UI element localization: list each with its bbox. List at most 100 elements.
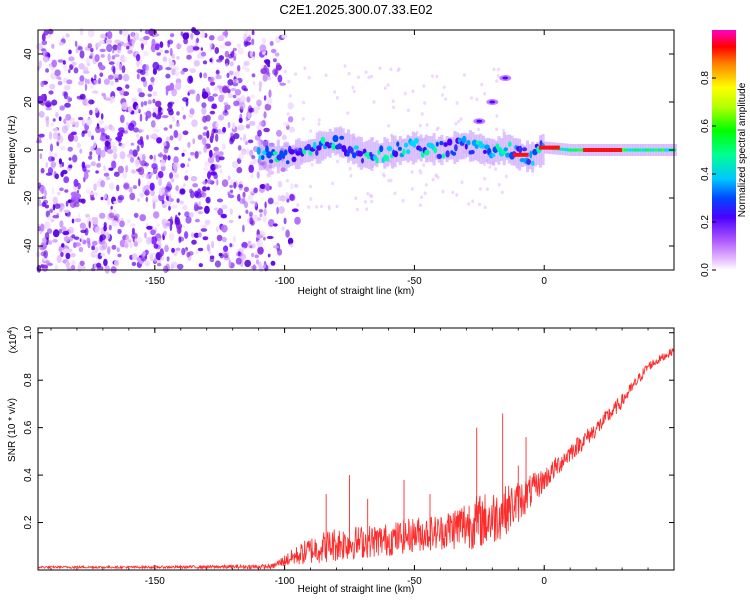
heatmap-noise-blob: [39, 185, 46, 194]
heatmap-noise-blob: [165, 88, 169, 96]
heatmap-noise-blob: [275, 64, 282, 71]
snr-y-unit-exponent: 4: [7, 330, 14, 334]
heatmap-noise-blob: [50, 161, 56, 168]
heatmap-noise-blob: [52, 118, 56, 122]
heatmap-noise-blob: [286, 112, 290, 116]
heatmap-noise-blob: [217, 128, 222, 135]
heatmap-noise-blob: [52, 239, 58, 243]
heatmap-noise-blob: [202, 236, 209, 241]
heatmap-noise-blob: [211, 129, 215, 137]
heatmap-noise-blob: [200, 192, 207, 198]
heatmap-noise-blob: [119, 151, 126, 160]
heatmap-ridge-point: [503, 147, 508, 152]
heatmap-noise-blob: [152, 98, 156, 104]
heatmap-noise-blob: [242, 224, 245, 233]
heatmap-noise-blob: [67, 213, 71, 218]
heatmap-noise-blob: [94, 54, 100, 62]
heatmap-noise-blob: [202, 167, 209, 171]
heatmap-ridge-point: [436, 153, 443, 160]
heatmap-noise-blob: [263, 236, 266, 241]
heatmap-noise-blob: [242, 150, 246, 155]
heatmap-noise-blob: [291, 208, 299, 213]
heatmap-noise-blob: [184, 175, 189, 181]
heatmap-noise-blob: [108, 224, 112, 231]
heatmap-noise-blob: [462, 73, 466, 77]
heatmap-noise-blob: [49, 208, 54, 213]
heatmap-noise-blob: [38, 60, 42, 69]
heatmap-noise-blob: [90, 52, 94, 60]
heatmap-branch-core: [502, 76, 509, 80]
heatmap-noise-blob: [206, 130, 210, 139]
heatmap-noise-blob: [258, 87, 262, 92]
heatmap-noise-blob: [294, 216, 301, 225]
heatmap-noise-blob: [215, 133, 219, 142]
heatmap-noise-blob: [150, 81, 155, 86]
heatmap-noise-blob: [174, 70, 180, 77]
heatmap-noise-blob: [235, 257, 242, 265]
heatmap-ridge-point: [403, 142, 409, 148]
heatmap-noise-blob: [283, 69, 287, 74]
heatmap-noise-blob: [378, 66, 382, 71]
heatmap-ridge-point: [532, 148, 538, 156]
heatmap-noise-blob: [161, 218, 167, 226]
heatmap-noise-blob: [228, 70, 234, 76]
heatmap-noise-blob: [201, 224, 207, 229]
heatmap-noise-blob: [266, 235, 274, 240]
heatmap-noise-blob: [389, 178, 393, 183]
snr-spikes: [325, 408, 610, 553]
heatmap-ridge-halo: [331, 131, 335, 153]
heatmap-noise-blob: [43, 221, 51, 230]
heatmap-ridge-point: [451, 151, 457, 156]
heatmap-noise-blob: [99, 234, 107, 241]
heatmap-noise-blob: [70, 131, 77, 136]
heatmap-noise-blob: [238, 215, 241, 219]
heatmap-noise-blob: [123, 182, 130, 190]
heatmap-noise-blob: [129, 192, 136, 201]
heatmap-noise-blob: [117, 253, 122, 258]
heatmap-noise-blob: [106, 149, 114, 154]
heatmap-noise-blob: [163, 127, 168, 131]
heatmap-noise-blob: [163, 145, 169, 154]
heatmap-noise-blob: [249, 149, 254, 157]
heatmap-ridge-point: [521, 147, 528, 152]
heatmap-noise-blob: [230, 87, 237, 92]
heatmap-noise-blob: [502, 128, 506, 133]
heatmap-noise-blob: [263, 111, 267, 119]
heatmap-noise-blob: [228, 219, 234, 224]
heatmap-noise-blob: [129, 242, 133, 249]
heatmap-noise-blob: [86, 188, 91, 194]
heatmap-noise-blob: [436, 175, 440, 180]
heatmap-noise-blob: [249, 245, 253, 249]
heatmap-noise-blob: [156, 52, 161, 56]
heatmap-noise-blob: [47, 228, 53, 234]
heatmap-noise-blob: [64, 102, 71, 108]
heatmap-noise-blob: [169, 48, 173, 57]
heatmap-ridge-halo: [396, 139, 400, 163]
heatmap-noise-blob: [194, 151, 199, 159]
heatmap-noise-blob: [267, 170, 275, 175]
heatmap-noise-blob: [202, 115, 208, 123]
heatmap-noise-blob: [51, 187, 55, 195]
heatmap-noise-blob: [104, 193, 107, 200]
heatmap-noise-blob: [187, 157, 191, 162]
heatmap-noise-blob: [497, 183, 501, 187]
heatmap-noise-blob: [152, 91, 158, 97]
heatmap-ridge-point: [337, 143, 343, 150]
heatmap-noise-blob: [143, 184, 150, 191]
heatmap-noise-blob: [219, 151, 224, 157]
heatmap-noise-blob: [232, 82, 239, 87]
heatmap-ridge-point: [291, 156, 297, 163]
heatmap-ridge-point: [443, 142, 448, 147]
heatmap-noise-blob: [141, 153, 146, 161]
heatmap-noise-blob: [392, 105, 396, 110]
heatmap-ridge-point: [288, 149, 295, 155]
heatmap-noise-blob: [259, 184, 266, 189]
heatmap-noise-blob: [270, 260, 276, 266]
heatmap-noise-blob: [182, 114, 186, 120]
heatmap-noise-blob: [190, 32, 194, 40]
heatmap-noise-blob: [149, 154, 153, 160]
heatmap-ridge-point: [261, 155, 265, 160]
heatmap-noise-blob: [224, 104, 231, 110]
heatmap-noise-blob: [169, 82, 175, 91]
heatmap-noise-blob: [167, 155, 171, 161]
